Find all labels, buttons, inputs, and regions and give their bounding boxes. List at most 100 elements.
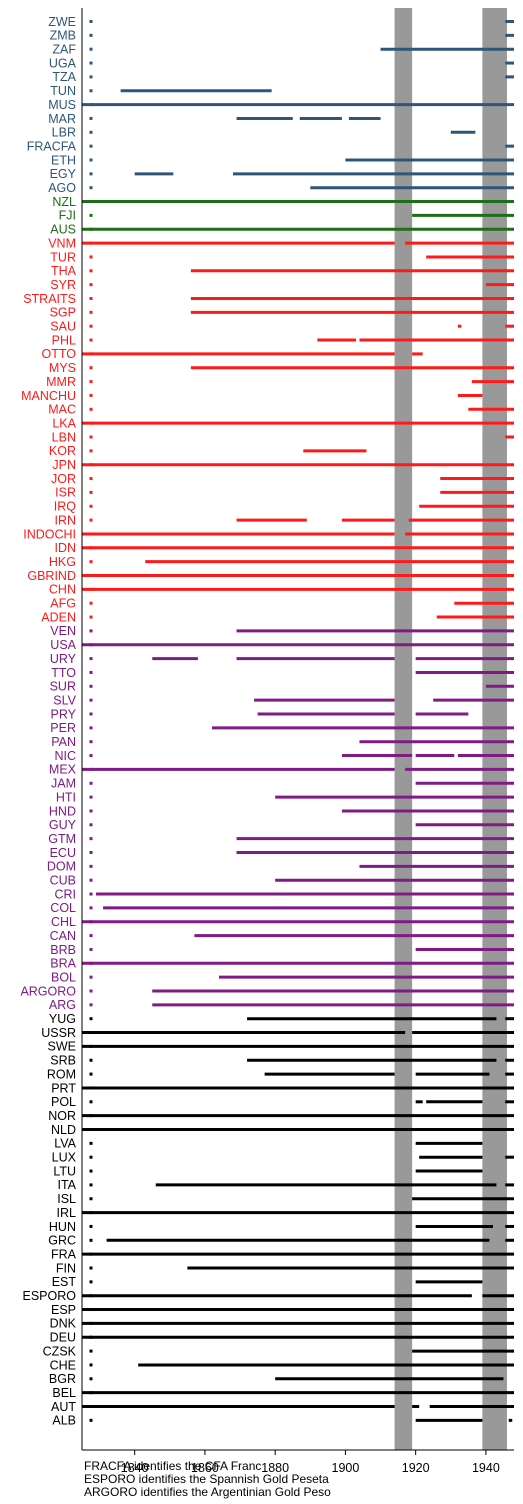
country-label-tha: THA: [51, 264, 77, 278]
country-label-lka: LKA: [52, 416, 76, 430]
country-label-ago: AGO: [48, 181, 76, 195]
country-label-isl: ISL: [57, 1192, 76, 1206]
country-label-dnk: DNK: [50, 1317, 77, 1331]
country-label-esporo: ESPORO: [23, 1289, 77, 1303]
marker-lva: [89, 1141, 93, 1145]
country-label-manchu: MANCHU: [21, 389, 76, 403]
country-label-ussr: USSR: [41, 1026, 76, 1040]
marker-straits: [89, 297, 93, 300]
country-label-zmb: ZMB: [50, 29, 76, 43]
footnote-argoro: ARGORO identifies the Argentinian Gold P…: [84, 1485, 331, 1499]
marker-sur: [89, 684, 93, 688]
marker-col: [89, 906, 93, 910]
marker-hnd: [89, 809, 93, 813]
x-tick-label-1840: 1840: [121, 1461, 149, 1475]
country-label-otto: OTTO: [42, 347, 77, 361]
country-label-dom: DOM: [47, 860, 76, 874]
country-label-gbrind: GBRIND: [27, 569, 76, 583]
marker-zwe: [89, 20, 93, 23]
country-label-cub: CUB: [50, 874, 76, 888]
axes: [81, 8, 514, 1451]
marker-hti: [89, 795, 93, 799]
country-label-per: PER: [50, 721, 76, 735]
marker-irn: [89, 518, 93, 522]
marker-grc: [89, 1238, 93, 1242]
marker-eth: [89, 158, 93, 162]
country-label-fracfa: FRACFA: [27, 139, 77, 153]
marker-tun: [89, 89, 93, 93]
country-label-zwe: ZWE: [48, 15, 76, 29]
marker-ury: [89, 657, 93, 661]
country-label-swe: SWE: [48, 1040, 76, 1054]
x-ticks: 1840 1860 1880 1900 1920 1940: [121, 1450, 500, 1475]
country-label-argoro: ARGORO: [20, 984, 76, 998]
country-label-phl: PHL: [52, 333, 76, 347]
marker-hkg: [89, 560, 93, 564]
marker-cub: [89, 878, 93, 882]
country-label-nld: NLD: [51, 1123, 76, 1137]
country-label-irn: IRN: [54, 513, 76, 527]
marker-ago: [89, 186, 93, 190]
marker-afg: [89, 601, 93, 605]
marker-nic: [89, 754, 93, 758]
x-tick-label-1860: 1860: [191, 1461, 219, 1475]
marker-irq: [89, 504, 93, 508]
country-label-vnm: VNM: [48, 236, 76, 250]
marker-mac: [89, 407, 93, 411]
country-label-guy: GUY: [49, 818, 77, 832]
country-label-egy: EGY: [50, 167, 77, 181]
marker-pol: [89, 1100, 93, 1104]
country-label-eth: ETH: [51, 153, 76, 167]
marker-sgp: [89, 310, 93, 314]
country-label-ltu: LTU: [53, 1164, 76, 1178]
marker-est: [89, 1280, 93, 1284]
country-label-syr: SYR: [50, 278, 76, 292]
country-label-mac: MAC: [48, 403, 76, 417]
marker-mmr: [89, 380, 93, 384]
country-label-sgp: SGP: [50, 306, 76, 320]
marker-syr: [89, 283, 93, 287]
marker-uga: [89, 61, 93, 65]
country-label-chl: CHL: [51, 915, 76, 929]
marker-kor: [89, 449, 93, 453]
marker-fji: [89, 213, 93, 217]
marker-mar: [89, 116, 93, 120]
marker-manchu: [89, 393, 93, 397]
marker-per: [89, 726, 93, 730]
marker-ita: [89, 1183, 93, 1187]
country-label-hun: HUN: [49, 1220, 76, 1234]
country-label-est: EST: [52, 1275, 77, 1289]
footnote-esporo: ESPORO identifies the Spannish Gold Pese…: [84, 1472, 329, 1486]
marker-rom: [89, 1072, 93, 1076]
marker-ecu: [89, 851, 93, 854]
country-label-che: CHE: [50, 1358, 76, 1372]
country-label-irl: IRL: [57, 1206, 77, 1220]
marker-bgr: [89, 1377, 93, 1381]
marker-guy: [89, 823, 93, 827]
country-label-esp: ESP: [51, 1303, 76, 1317]
country-label-sau: SAU: [50, 320, 76, 334]
marker-srb: [89, 1058, 93, 1062]
country-label-usa: USA: [50, 638, 76, 652]
marker-alb: [89, 1418, 93, 1422]
country-label-aden: ADEN: [41, 610, 76, 624]
marker-yug: [89, 1017, 93, 1021]
country-label-ita: ITA: [57, 1178, 76, 1192]
marker-arg: [89, 1003, 93, 1007]
marker-can: [89, 934, 93, 938]
country-label-nor: NOR: [48, 1109, 76, 1123]
marker-zaf: [89, 47, 93, 51]
country-label-srb: SRB: [50, 1054, 76, 1068]
marker-ven: [89, 629, 93, 633]
country-label-lva: LVA: [54, 1137, 76, 1151]
country-label-alb: ALB: [52, 1414, 76, 1428]
marker-isl: [89, 1197, 93, 1201]
country-label-indochi: INDOCHI: [23, 527, 76, 541]
country-label-brb: BRB: [50, 943, 76, 957]
country-label-lux: LUX: [52, 1151, 77, 1165]
country-label-deu: DEU: [50, 1331, 76, 1345]
marker-bol: [89, 975, 93, 979]
country-label-kor: KOR: [49, 444, 76, 458]
marker-jor: [89, 477, 93, 481]
